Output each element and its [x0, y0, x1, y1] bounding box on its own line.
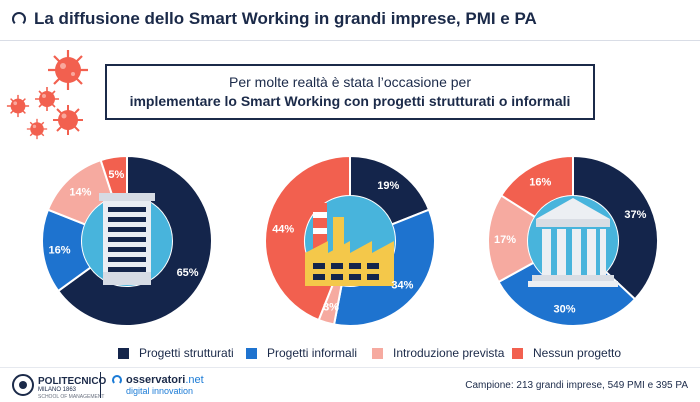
osservatori-tld: .net — [185, 374, 204, 386]
header: La diffusione dello Smart Working in gra… — [0, 0, 700, 38]
donut-1-label-progetti-strutturati: 65% — [177, 267, 199, 279]
header-divider — [0, 40, 700, 41]
virus-icon-small-1 — [35, 87, 59, 111]
donut-1-label-introduzione-prevista: 14% — [69, 186, 91, 198]
donut-2-slice-nessun-progetto — [264, 154, 351, 322]
politecnico-name: POLITECNICO — [38, 376, 107, 387]
virus-icon-small-2 — [6, 94, 30, 118]
message-banner: Per molte realtà è stata l’occasione per… — [105, 64, 595, 120]
legend-item-nessun-progetto: Nessun progetto — [512, 346, 621, 360]
donut-1-label-nessun-progetto: 5% — [108, 169, 124, 181]
legend-label: Progetti strutturati — [139, 346, 234, 360]
office-building-icon — [82, 193, 172, 286]
virus-icon-small-3 — [26, 118, 48, 140]
legend-swatch — [512, 347, 523, 359]
sample-note: Campione: 213 grandi imprese, 549 PMI e … — [465, 380, 688, 391]
donut-1-label-progetti-informali: 16% — [49, 245, 71, 257]
donut-2-label-nessun-progetto: 44% — [272, 223, 294, 235]
banner-line-1: Per molte realtà è stata l’occasione per — [228, 74, 471, 90]
legend-swatch — [246, 347, 257, 359]
politecnico-subtitle: MILANO 1863 — [38, 387, 77, 393]
legend: Progetti strutturati Progetti informali … — [118, 346, 678, 366]
legend-item-introduzione-prevista: Introduzione prevista — [372, 346, 504, 360]
donut-2-label-progetti-strutturati: 19% — [377, 180, 399, 192]
legend-label: Introduzione prevista — [393, 346, 505, 360]
footer: POLITECNICO MILANO 1863 SCHOOL OF MANAGE… — [0, 370, 700, 402]
banner-line-2: implementare lo Smart Working con proget… — [129, 93, 571, 109]
legend-item-progetti-strutturati: Progetti strutturati — [118, 346, 234, 360]
virus-icon-large — [48, 50, 88, 90]
donut-3-label-progetti-informali: 30% — [553, 303, 575, 315]
legend-label: Nessun progetto — [533, 346, 622, 360]
legend-swatch — [372, 347, 383, 359]
donut-2-label-progetti-informali: 34% — [391, 279, 413, 291]
donut-3-label-introduzione-prevista: 17% — [494, 234, 516, 246]
donut-3-label-nessun-progetto: 16% — [529, 176, 551, 188]
osservatori-name-text: osservatori — [126, 374, 186, 386]
osservatori-footer-logo-icon — [112, 375, 122, 385]
donut-charts: 65% 16% 14% 5% 19% 34% 3% 44% 37% 30% 17% 16% — [41, 154, 659, 327]
politecnico-school: SCHOOL OF MANAGEMENT — [38, 394, 105, 400]
osservatori-name: osservatori.net — [126, 374, 204, 386]
factory-icon — [305, 196, 395, 286]
virus-icon-medium — [53, 105, 83, 135]
legend-swatch — [118, 347, 129, 359]
footer-divider — [0, 367, 700, 368]
politecnico-seal-icon — [12, 374, 34, 396]
footer-separator — [100, 372, 101, 398]
legend-label: Progetti informali — [267, 346, 358, 360]
page-title: La diffusione dello Smart Working in gra… — [34, 9, 537, 28]
legend-item-progetti-informali: Progetti informali — [246, 346, 357, 360]
government-building-icon — [528, 196, 618, 287]
osservatori-logo-icon — [12, 12, 26, 26]
osservatori-subtitle: digital innovation — [126, 386, 194, 396]
donut-3-label-progetti-strutturati: 37% — [624, 209, 646, 221]
donut-2-label-introduzione-prevista: 3% — [323, 301, 339, 313]
